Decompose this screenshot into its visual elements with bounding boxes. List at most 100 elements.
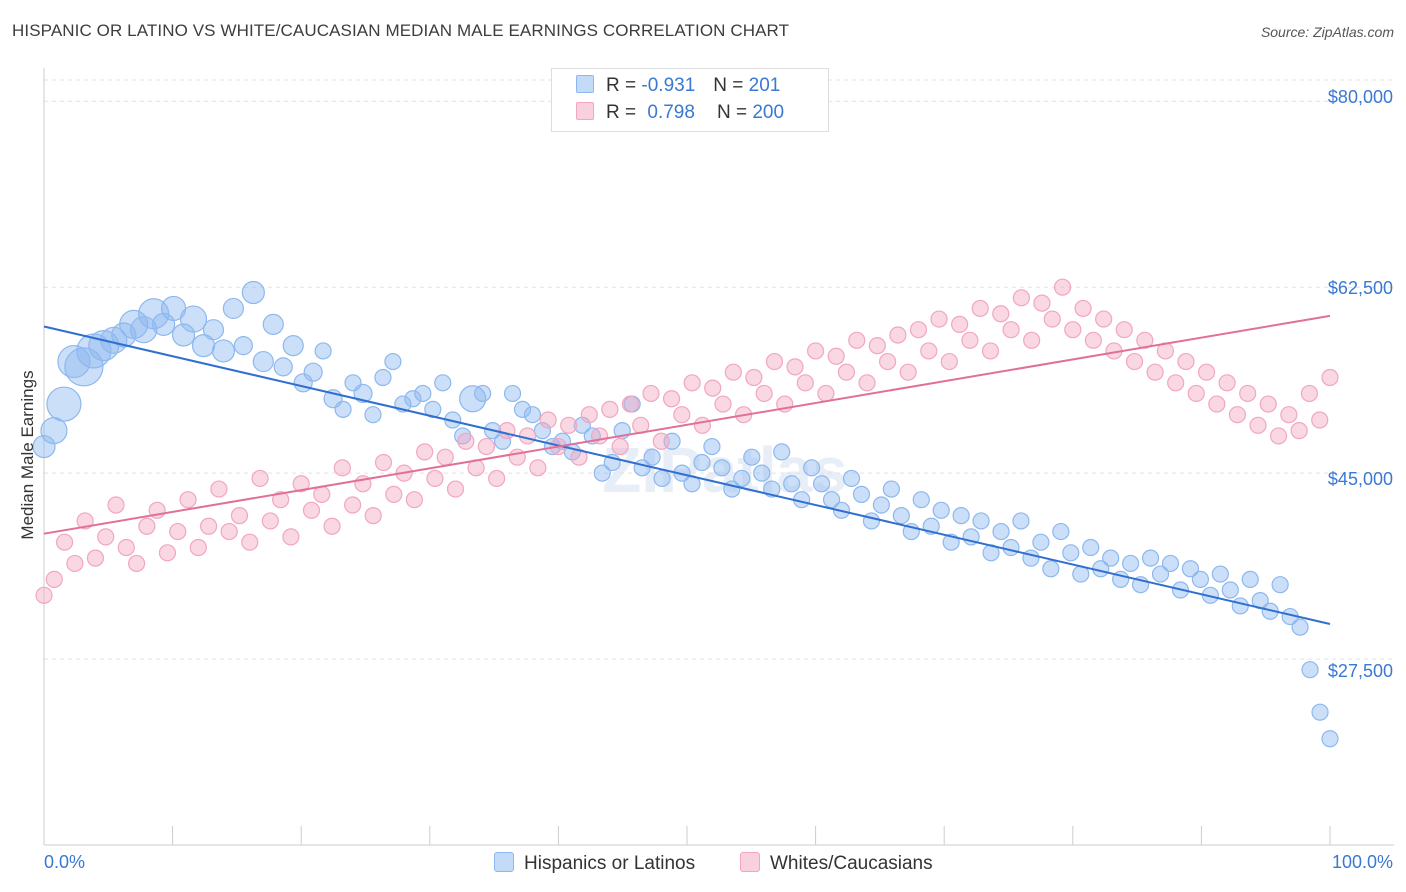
white-point [704,379,722,397]
hispanic-point [459,385,487,413]
white-point [200,517,218,535]
hispanic-point [872,496,890,514]
hispanic-point [334,400,352,418]
hispanic-point [1311,703,1329,721]
white-swatch [740,852,760,872]
legend-r-value: 0.798 [647,102,695,123]
white-point [55,533,74,551]
white-point [1208,395,1226,413]
white-point [930,310,948,328]
white-point [1259,395,1277,413]
white-point [1002,321,1020,339]
hispanic-point [1012,512,1030,530]
white-point [426,469,444,488]
white-point [1311,411,1329,429]
hispanic-point [130,316,158,344]
hispanic-point [862,512,881,530]
white-point [662,390,681,408]
white-point [1300,384,1319,403]
white-point [477,437,495,456]
legend-r-value: -0.931 [641,75,696,96]
white-point [971,299,989,318]
white-point [1269,427,1288,445]
hispanic-point [64,347,104,387]
white-point [570,448,588,466]
white-point [1177,352,1195,371]
legend-r-label: R = [606,102,637,123]
legend-row-hispanic: R = -0.931 N = 201 [576,75,780,99]
hispanic-point [404,390,422,408]
white-point [1218,374,1236,392]
white-point [1125,352,1144,371]
white-point [981,342,1000,360]
hispanic-point [273,357,293,377]
white-point [1023,331,1041,349]
white-point [899,363,917,381]
white-point [323,517,341,535]
white-point [580,406,598,424]
white-point [86,549,105,567]
legend-n-value: 200 [752,102,785,123]
hispanic-point [384,352,402,371]
white-point [138,517,156,535]
hispanic-point [852,485,871,503]
white-point [920,342,938,360]
hispanic-point [1211,565,1229,583]
hispanic-point [454,427,472,445]
hispanic-point [643,448,661,466]
hispanic-point [32,434,56,459]
white-point [961,331,979,349]
hispanic-point [1191,570,1210,588]
white-point [724,363,742,381]
white-point [1167,374,1185,392]
hispanic-point [1321,730,1339,748]
hispanic-point [912,491,930,509]
hispanic-point [222,297,245,320]
hispanic-point [1002,538,1020,557]
white-point [1228,406,1247,424]
hispanic-point [1291,618,1309,636]
hispanic-point [952,507,970,525]
white-point [1095,310,1113,328]
hispanic-point [743,448,761,466]
chart-title: HISPANIC OR LATINO VS WHITE/CAUCASIAN ME… [12,21,790,40]
hispanic-point [1102,549,1120,567]
white-point [992,305,1010,323]
hispanic-point [503,384,522,403]
hispanic-point [812,475,831,493]
white-point [1074,299,1092,318]
bottom-legend-hispanic: Hispanics or Latinos [494,852,695,875]
white-point [889,326,907,344]
hispanic-point [374,368,392,387]
hispanic-point [1032,533,1050,551]
white-point [35,586,53,604]
white-point [560,416,578,434]
hispanic-point [842,469,861,488]
white-point [765,352,784,371]
white-point [405,491,423,509]
hispanic-point [1231,597,1249,615]
white-point [498,422,516,440]
white-point [1249,416,1267,434]
hispanic-point [1161,554,1180,573]
hispanic-point [191,334,216,358]
white-point [806,342,825,360]
white-point [827,347,845,365]
bottom-legend-label: Whites/Caucasians [770,853,933,874]
white-point [292,475,310,493]
hispanic-trend-line [43,325,1331,625]
hispanic-point [241,280,265,305]
white-point [1064,321,1082,339]
white-point [230,507,249,525]
hispanic-point [523,406,542,424]
hispanic-point [1271,576,1289,594]
hispanic-point [1221,581,1239,599]
hispanic-point [1052,522,1070,541]
white-point [1012,289,1030,307]
white-point [1084,331,1102,349]
hispanic-point [1181,560,1200,578]
white-point [1321,368,1339,387]
white-point [127,554,146,573]
white-point [97,528,115,546]
